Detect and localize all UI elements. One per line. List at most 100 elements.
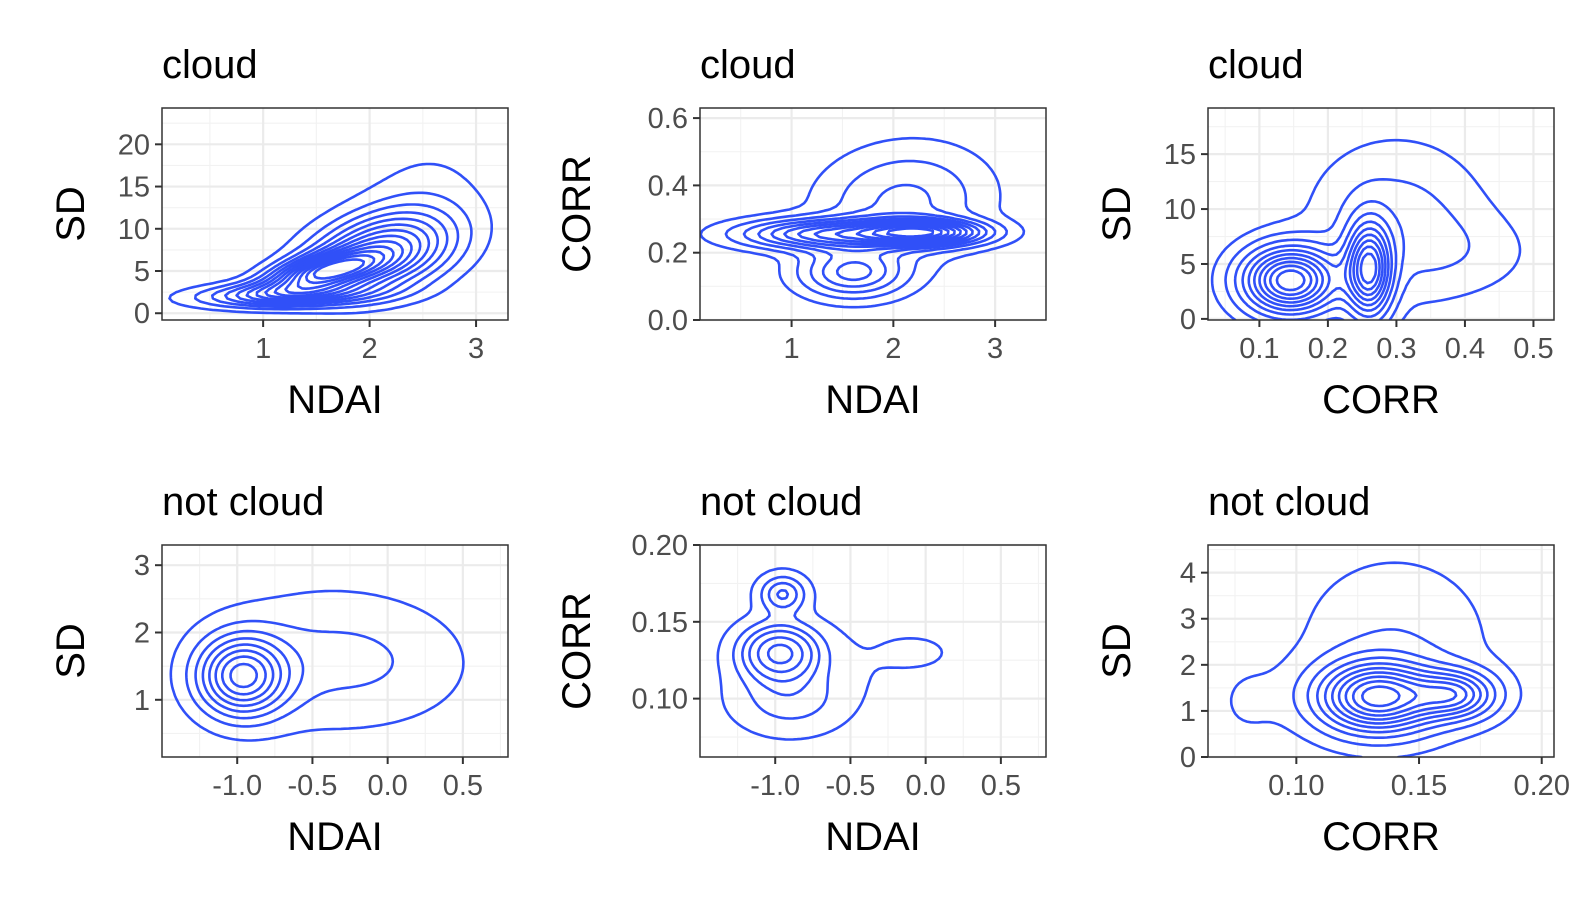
x-tick-label: -0.5 bbox=[825, 770, 875, 802]
contour-level-4 bbox=[748, 629, 813, 683]
y-tick-label: 4 bbox=[1180, 558, 1196, 590]
y-tick-label: 1 bbox=[134, 685, 150, 717]
x-axis-label: CORR bbox=[1322, 378, 1440, 422]
contour-level-1 bbox=[716, 567, 944, 741]
contour-level-8 bbox=[1263, 260, 1319, 300]
x-tick-label: -1.0 bbox=[212, 770, 262, 802]
x-tick-label: 0.15 bbox=[1391, 770, 1447, 802]
contour-level-10 bbox=[855, 223, 950, 241]
contour-level-3 bbox=[1233, 200, 1406, 320]
panel-title: cloud bbox=[700, 43, 796, 87]
y-axis-label: SD bbox=[1095, 623, 1139, 679]
x-tick-label: 0.4 bbox=[1445, 333, 1485, 365]
panel-title: cloud bbox=[1208, 43, 1304, 87]
y-tick-label: 2 bbox=[134, 617, 150, 649]
panel-6: 0.10 0.15 0.20 0 1 2 3 4 not cloud CORR SD bbox=[1095, 480, 1570, 859]
y-axis-label: SD bbox=[49, 186, 93, 242]
x-tick-label: -1.0 bbox=[750, 770, 800, 802]
x-tick-label: 0.0 bbox=[367, 770, 407, 802]
contour-level-6 bbox=[1253, 253, 1331, 308]
x-tick-label: 0.0 bbox=[905, 770, 945, 802]
contour-lines bbox=[1210, 138, 1522, 320]
contour-level-7 bbox=[797, 219, 968, 246]
contour-level-5 bbox=[1247, 220, 1393, 312]
panel-title: not cloud bbox=[700, 480, 862, 524]
contour-level-6 bbox=[214, 649, 275, 702]
contour-level-6 bbox=[1331, 666, 1476, 725]
plot-frame bbox=[699, 544, 1047, 758]
grid-minor bbox=[162, 545, 508, 757]
contour-level-5 bbox=[770, 215, 981, 253]
y-tick-label: 0.2 bbox=[648, 238, 688, 270]
x-tick-label: -0.5 bbox=[287, 770, 337, 802]
contour-level-5 bbox=[208, 643, 283, 708]
contour-level-1 bbox=[1229, 561, 1523, 757]
contour-level-6 bbox=[245, 223, 431, 303]
contour-level-1 bbox=[169, 589, 465, 742]
contour-level-9 bbox=[1351, 679, 1418, 713]
contour-level-1 bbox=[700, 136, 1026, 309]
x-tick-label: 2 bbox=[362, 333, 378, 365]
y-tick-label: 15 bbox=[118, 172, 150, 204]
contour-level-3 bbox=[211, 203, 460, 308]
x-tick-label: 2 bbox=[885, 333, 901, 365]
plot-frame bbox=[1207, 107, 1555, 321]
contour-level-10 bbox=[284, 245, 395, 295]
contour-level-3 bbox=[1306, 648, 1497, 739]
y-axis-label: CORR bbox=[555, 592, 599, 710]
contour-level-2 bbox=[1224, 178, 1471, 320]
y-axis-label: CORR bbox=[555, 155, 599, 273]
x-tick-label: 0.5 bbox=[443, 770, 483, 802]
x-tick-label: 0.5 bbox=[981, 770, 1021, 802]
contour-level-8 bbox=[813, 220, 962, 244]
contour-level-5 bbox=[835, 261, 873, 282]
contour-level-1 bbox=[1210, 138, 1522, 320]
y-tick-label: 5 bbox=[134, 256, 150, 288]
contour-level-5 bbox=[756, 636, 804, 674]
contour-level-4 bbox=[224, 211, 449, 306]
x-tick-label: 3 bbox=[987, 333, 1003, 365]
y-tick-label: 0 bbox=[1180, 742, 1196, 774]
contour-level-6 bbox=[783, 217, 974, 248]
contour-level-3 bbox=[194, 629, 305, 720]
contour-level-2 bbox=[724, 159, 1008, 301]
contour-level-13 bbox=[312, 258, 366, 280]
contour-level-8 bbox=[264, 234, 413, 299]
plot-frame bbox=[161, 544, 509, 758]
contour-level-2 bbox=[185, 619, 395, 728]
y-tick-label: 15 bbox=[1164, 139, 1196, 171]
contour-level-3 bbox=[741, 624, 821, 697]
contour-level-5 bbox=[235, 217, 439, 305]
y-tick-label: 0.4 bbox=[648, 170, 688, 202]
contour-lines bbox=[1229, 561, 1523, 757]
plot-frame bbox=[1207, 544, 1555, 758]
plot-frame bbox=[699, 107, 1047, 321]
panel-1: 1 2 3 0 5 10 15 20 cloud NDAI SD bbox=[49, 43, 509, 422]
contour-level-8 bbox=[1344, 675, 1458, 717]
x-tick-label: 0.20 bbox=[1514, 770, 1570, 802]
contour-level-3 bbox=[767, 581, 798, 609]
contour-level-3 bbox=[742, 183, 997, 294]
contour-lines bbox=[716, 567, 944, 741]
contour-level-11 bbox=[296, 250, 386, 290]
x-tick-label: 0.10 bbox=[1268, 770, 1324, 802]
x-axis-label: CORR bbox=[1322, 815, 1440, 859]
y-tick-label: 2 bbox=[1180, 650, 1196, 682]
y-tick-label: 0.6 bbox=[648, 103, 688, 135]
y-tick-label: 0.10 bbox=[632, 684, 688, 716]
x-axis-label: NDAI bbox=[825, 378, 921, 422]
contour-level-2 bbox=[194, 191, 473, 311]
contour-level-9 bbox=[1355, 245, 1381, 291]
contour-level-4 bbox=[201, 637, 291, 713]
y-axis-label: SD bbox=[1095, 186, 1139, 242]
contour-level-7 bbox=[1258, 256, 1324, 304]
contour-level-12 bbox=[886, 227, 935, 238]
contour-level-7 bbox=[221, 655, 267, 696]
grid-minor bbox=[700, 545, 1046, 757]
contour-level-4 bbox=[776, 589, 790, 601]
contour-level-9 bbox=[1268, 264, 1313, 297]
y-tick-label: 0.20 bbox=[632, 530, 688, 562]
contour-level-5 bbox=[1323, 662, 1482, 729]
panel-4: -1.0 -0.5 0.0 0.5 1 2 3 not cloud NDAI SD bbox=[49, 480, 509, 859]
